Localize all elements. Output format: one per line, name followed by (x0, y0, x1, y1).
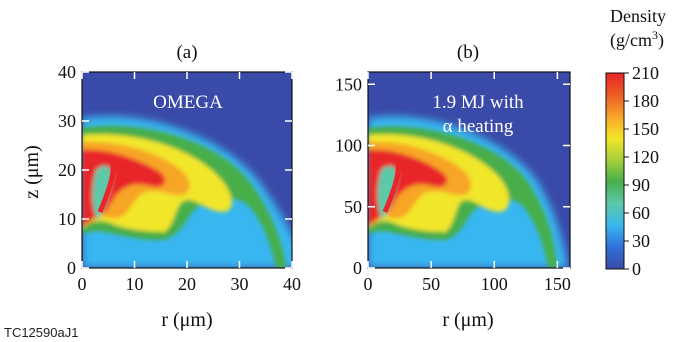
colorbar-units-base: (g/cm (610, 30, 652, 51)
panel-b-xtick-label: 150 (544, 274, 571, 294)
panel-a-annotation: OMEGA (153, 92, 223, 113)
colorbar-tick-label: 180 (632, 91, 659, 111)
panel-a-ticks: 0 10 20 30 40 0 10 20 30 40 (58, 62, 301, 294)
colorbar-tick-label: 120 (632, 147, 659, 167)
colorbar-units-sup: 3 (652, 28, 658, 42)
panel-a-ytick-label: 30 (58, 111, 76, 131)
panel-b-annotation-line1: 1.9 MJ with (432, 92, 524, 113)
colorbar: Density (g/cm3) 210 180 150 120 90 60 30 0 (605, 6, 666, 279)
colorbar-units-close: ) (658, 30, 664, 51)
panel-b-xtick-label: 0 (364, 274, 373, 294)
colorbar-title: Density (610, 6, 666, 26)
panel-a-xtick-label: 30 (231, 274, 249, 294)
colorbar-tick-label: 90 (632, 175, 650, 195)
colorbar-units: (g/cm3) (610, 28, 664, 51)
panel-a-ytick-label: 40 (58, 62, 76, 82)
colorbar-tick-label: 210 (632, 63, 659, 83)
panel-b-ytick-label: 150 (335, 74, 362, 94)
panel-a-label: (a) (176, 42, 197, 63)
colorbar-bar (605, 72, 625, 270)
colorbar-tick-label: 60 (632, 203, 650, 223)
panel-b: (b) 0 50 100 150 0 50 100 150 1.9 MJ with α hea… (335, 42, 571, 331)
panel-b-xlabel: r (μm) (442, 309, 493, 331)
figure-id: TC12590aJ1 (4, 325, 78, 340)
panel-b-xtick-label: 50 (422, 274, 440, 294)
panel-a-ytick-label: 10 (58, 209, 76, 229)
panel-b-ytick-label: 50 (344, 197, 362, 217)
panel-b-label: (b) (457, 42, 479, 63)
panel-b-ytick-label: 0 (353, 258, 362, 278)
panel-a-ytick-label: 0 (67, 258, 76, 278)
panel-a-xtick-label: 20 (178, 274, 196, 294)
panel-a-xtick-label: 40 (283, 274, 301, 294)
colorbar-tick-label: 0 (632, 259, 641, 279)
panel-a-xlabel: r (μm) (161, 309, 212, 331)
panel-b-ticks: 0 50 100 150 0 50 100 150 (335, 72, 571, 294)
panel-a-ylabel: z (μm) (21, 145, 43, 198)
colorbar-tick-label: 150 (632, 119, 659, 139)
panel-a-heatmap (82, 72, 292, 268)
panel-a: (a) 0 10 20 30 40 0 10 20 30 40 OMEGA r (μm) z (μ… (21, 42, 301, 331)
panel-b-xtick-label: 100 (481, 274, 508, 294)
panel-a-ytick-label: 20 (58, 160, 76, 180)
panel-a-xtick-label: 10 (126, 274, 144, 294)
panel-a-xtick-label: 0 (78, 274, 87, 294)
colorbar-ticks: 210 180 150 120 90 60 30 0 (624, 63, 659, 279)
panel-b-ytick-label: 100 (335, 136, 362, 156)
panel-b-heatmap (368, 72, 570, 268)
colorbar-tick-label: 30 (632, 231, 650, 251)
panel-b-annotation-line2: α heating (443, 116, 514, 137)
